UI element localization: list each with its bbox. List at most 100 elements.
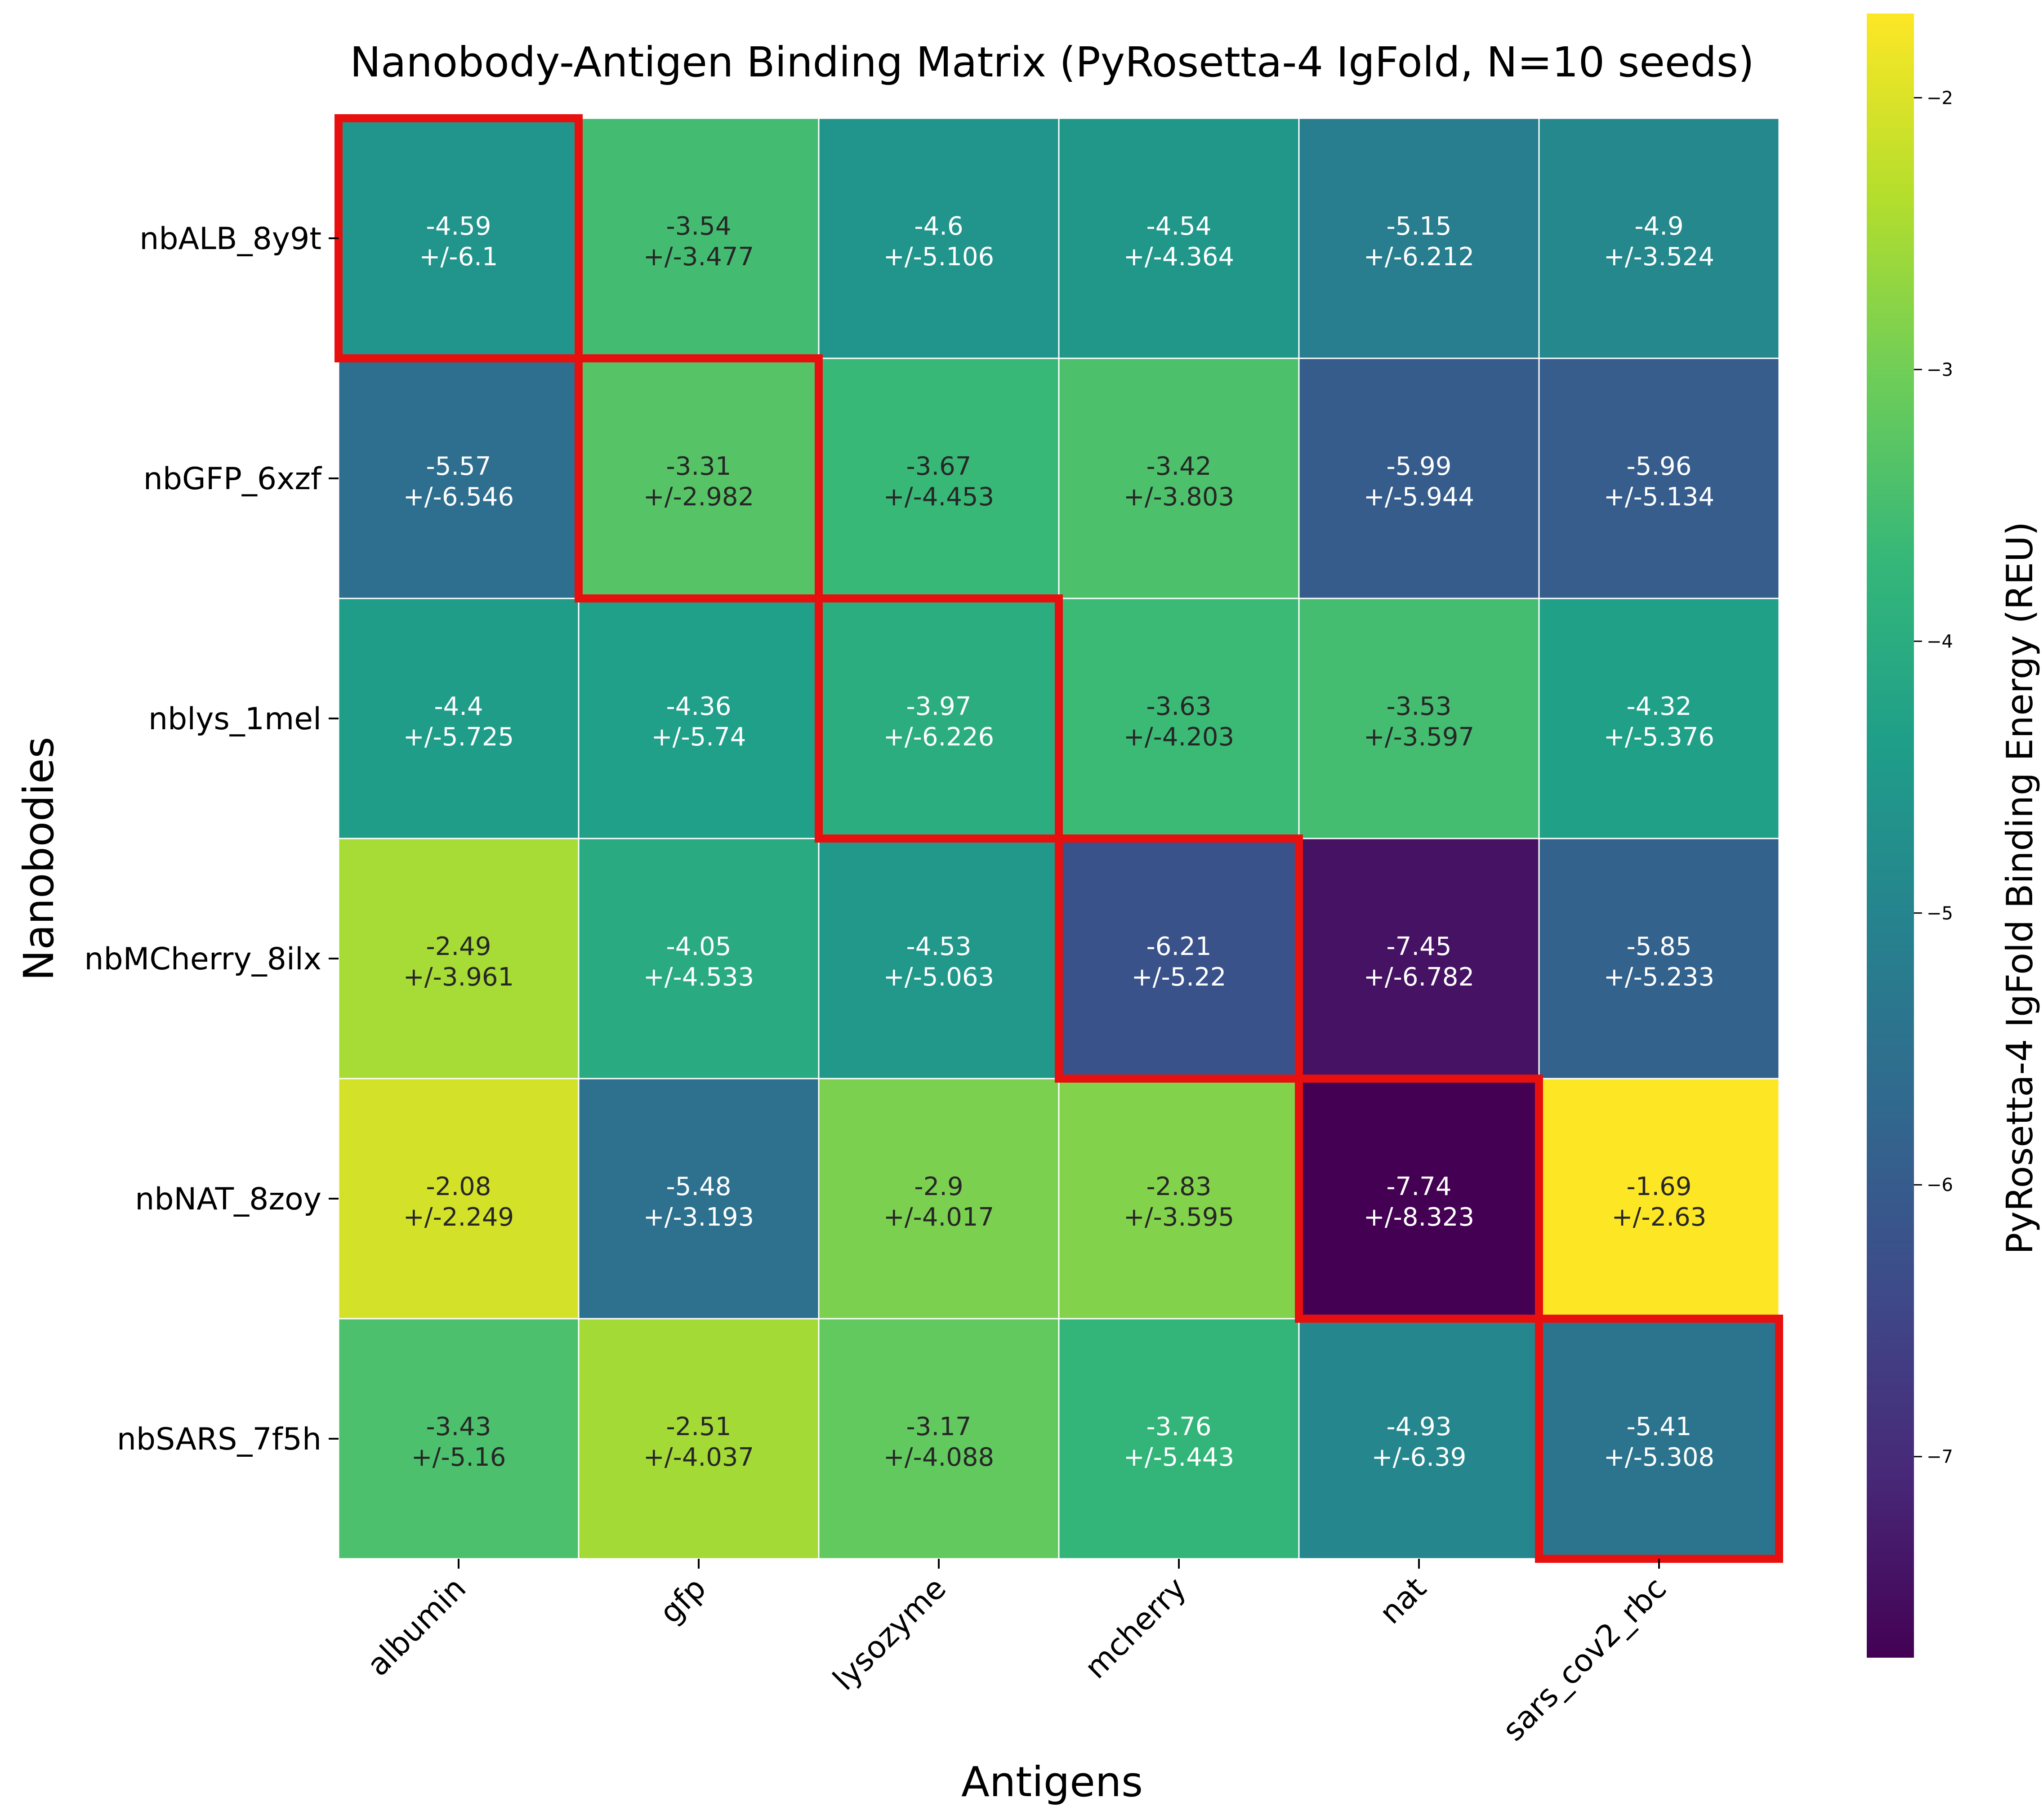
- cell-value-label: -4.05: [666, 932, 732, 961]
- cell-value-label: -5.48: [666, 1172, 732, 1201]
- heatmap-cell: [578, 117, 820, 359]
- highlight-box: [815, 594, 1063, 843]
- cell-std-label: +/-5.944: [1364, 482, 1474, 512]
- cell-std-label: +/-4.203: [1124, 723, 1234, 752]
- heatmap-cell: [338, 1318, 580, 1560]
- heatmap-cell: [818, 838, 1060, 1080]
- heatmap-cell: [1058, 357, 1300, 599]
- cell-std-label: +/-3.803: [1124, 482, 1234, 512]
- cell-value-label: -3.67: [906, 452, 972, 481]
- cell-std-label: +/-6.546: [403, 482, 514, 512]
- colorbar: −2 −3 −4 −5 −6 −7: [1867, 13, 1953, 1658]
- cell-std-label: +/-6.782: [1364, 963, 1474, 992]
- cell-value-label: -3.31: [666, 452, 732, 481]
- cell-std-label: +/-6.1: [419, 242, 498, 272]
- heatmap-cell: [818, 598, 1060, 839]
- cell-std-label: +/-5.725: [403, 723, 514, 752]
- cell-value-label: -3.97: [906, 692, 972, 721]
- heatmap-cell: [1058, 117, 1300, 359]
- cell-value-label: -4.54: [1146, 212, 1212, 241]
- cell-value-label: -3.53: [1387, 692, 1452, 721]
- cell-value-label: -6.21: [1146, 932, 1212, 961]
- cell-std-label: +/-2.63: [1612, 1203, 1707, 1232]
- heatmap-cell: [818, 117, 1060, 359]
- cell-value-label: -3.63: [1146, 692, 1212, 721]
- colorbar-tick-label: −4: [1927, 631, 1953, 652]
- cell-std-label: +/-5.308: [1604, 1443, 1714, 1472]
- heatmap-cell: [578, 838, 820, 1080]
- y-tick-label: nbGFP_6xzf: [143, 461, 322, 497]
- cell-std-label: +/-8.323: [1364, 1203, 1474, 1232]
- cell-value-label: -3.54: [666, 212, 732, 241]
- heatmap-cell: [338, 838, 580, 1080]
- cell-value-label: -5.57: [426, 452, 491, 481]
- cell-value-label: -7.74: [1387, 1172, 1452, 1201]
- cell-std-label: +/-5.443: [1124, 1443, 1234, 1472]
- cell-std-label: +/-2.249: [403, 1203, 514, 1232]
- cell-value-label: -5.96: [1627, 452, 1692, 481]
- heatmap-cell: [578, 357, 820, 599]
- heatmap-cell: [1538, 838, 1780, 1080]
- chart-title: Nanobody-Antigen Binding Matrix (PyRoset…: [350, 38, 1754, 86]
- heatmap-cell: [1538, 598, 1780, 839]
- highlight-box: [1055, 834, 1303, 1083]
- cell-std-label: +/-4.364: [1124, 242, 1234, 272]
- cell-std-label: +/-3.477: [643, 242, 754, 272]
- cell-std-label: +/-5.74: [651, 723, 746, 752]
- cell-value-label: -5.15: [1387, 212, 1452, 241]
- heatmap-cell-labels: -4.59+/-6.1 -3.54+/-3.477 -4.6+/-5.106 -4.5…: [403, 212, 1714, 1472]
- heatmap-cell: [1538, 117, 1780, 359]
- cell-value-label: -4.9: [1634, 212, 1683, 241]
- heatmap-cell: [578, 598, 820, 839]
- cell-std-label: +/-4.533: [643, 963, 754, 992]
- cell-value-label: -2.51: [666, 1412, 732, 1441]
- colorbar-tick-label: −5: [1927, 903, 1953, 924]
- heatmap-cell: [338, 598, 580, 839]
- cell-std-label: +/-4.017: [883, 1203, 994, 1232]
- cell-value-label: -4.59: [426, 212, 491, 241]
- cell-value-label: -3.17: [906, 1412, 972, 1441]
- heatmap-cell: [1058, 838, 1300, 1080]
- cell-value-label: -4.4: [434, 692, 483, 721]
- heatmap-cell: [1538, 357, 1780, 599]
- cell-value-label: -2.9: [914, 1172, 963, 1201]
- cell-value-label: -3.76: [1146, 1412, 1212, 1441]
- cell-value-label: -3.43: [426, 1412, 491, 1441]
- cell-std-label: +/-5.376: [1604, 723, 1714, 752]
- cell-std-label: +/-6.226: [883, 723, 994, 752]
- cell-std-label: +/-3.524: [1604, 242, 1714, 272]
- heatmap-cell: [1058, 598, 1300, 839]
- cell-value-label: -2.08: [426, 1172, 491, 1201]
- heatmap-cell: [338, 117, 580, 359]
- heatmap-cell: [1298, 1318, 1540, 1560]
- y-tick-label: nblys_1mel: [148, 701, 321, 737]
- cell-value-label: -1.69: [1627, 1172, 1692, 1201]
- colorbar-tick-label: −3: [1927, 360, 1953, 380]
- cell-std-label: +/-3.193: [643, 1203, 754, 1232]
- colorbar-tick-label: −7: [1927, 1447, 1953, 1468]
- x-axis-title: Antigens: [961, 1758, 1143, 1806]
- cell-std-label: +/-5.134: [1604, 482, 1714, 512]
- cell-value-label: -2.49: [426, 932, 491, 961]
- cell-value-label: -5.85: [1627, 932, 1692, 961]
- cell-value-label: -3.42: [1146, 452, 1212, 481]
- heatmap-cell: [578, 1078, 820, 1320]
- heatmap-cell: [818, 1318, 1060, 1560]
- y-tick-label: nbSARS_7f5h: [117, 1422, 321, 1457]
- heatmap-cell: [1538, 1078, 1780, 1320]
- cell-value-label: -4.36: [666, 692, 732, 721]
- heatmap-cell: [818, 357, 1060, 599]
- cell-std-label: +/-5.063: [883, 963, 994, 992]
- heatmap-cell: [338, 1078, 580, 1320]
- colorbar-gradient: [1867, 13, 1914, 1658]
- cell-std-label: +/-5.106: [883, 242, 994, 272]
- cell-std-label: +/-3.595: [1124, 1203, 1234, 1232]
- cell-std-label: +/-5.233: [1604, 963, 1714, 992]
- cell-std-label: +/-5.16: [411, 1443, 506, 1472]
- cell-value-label: -4.53: [906, 932, 972, 961]
- heatmap-cell: [1058, 1318, 1300, 1560]
- cell-std-label: +/-2.982: [643, 482, 754, 512]
- colorbar-title: PyRosetta-4 IgFold Binding Energy (REU): [1999, 522, 2041, 1254]
- colorbar-tick-label: −2: [1927, 88, 1953, 108]
